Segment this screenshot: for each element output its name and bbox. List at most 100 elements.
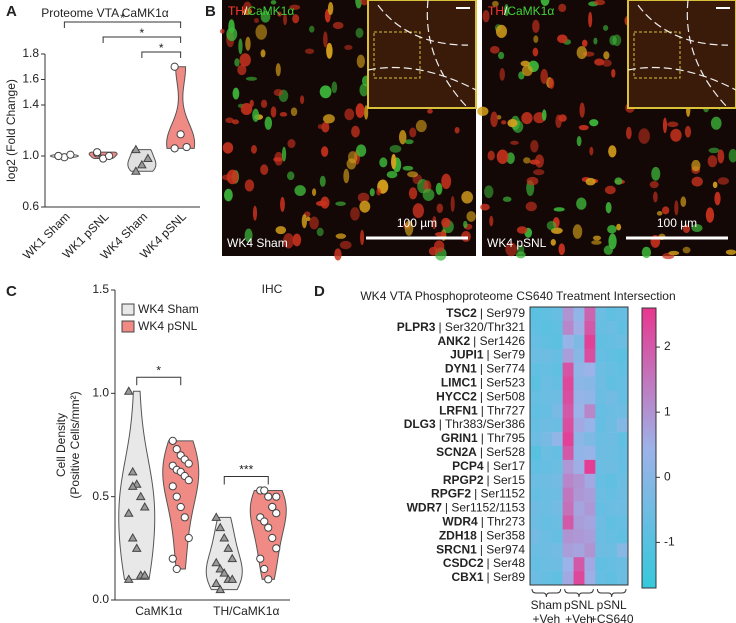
cell bbox=[591, 240, 602, 245]
heatmap-cell bbox=[530, 320, 542, 336]
data-point bbox=[172, 564, 181, 574]
data-point bbox=[264, 523, 273, 532]
data-point bbox=[54, 151, 63, 161]
heatmap-cell bbox=[562, 515, 574, 530]
heatmap-cell bbox=[530, 515, 542, 530]
cell bbox=[626, 126, 632, 140]
cell bbox=[463, 220, 468, 229]
heatmap-cell bbox=[540, 529, 553, 544]
cell bbox=[427, 108, 433, 114]
group-label: pSNL bbox=[564, 598, 594, 612]
site-name: | Ser974 bbox=[480, 542, 525, 556]
cell bbox=[667, 121, 679, 128]
heatmap-cell bbox=[530, 487, 542, 502]
image-label: WK4 pSNL bbox=[487, 236, 547, 250]
chart-title: Proteome VTA CaMK1α bbox=[41, 6, 168, 20]
significance-bracket bbox=[136, 376, 182, 386]
cell bbox=[283, 13, 288, 26]
heatmap-cell bbox=[617, 571, 629, 586]
heatmap-cell bbox=[606, 543, 618, 558]
heatmap-cell bbox=[540, 334, 553, 349]
heatmap-cell bbox=[530, 473, 542, 488]
cell bbox=[219, 28, 225, 34]
heatmap-cell bbox=[562, 543, 574, 558]
cell bbox=[360, 0, 369, 6]
y-tick-label: 1.0 bbox=[92, 386, 109, 400]
heatmap-cell bbox=[584, 529, 596, 544]
heatmap-cell bbox=[573, 571, 585, 586]
cell bbox=[254, 18, 259, 24]
heatmap-cell bbox=[562, 557, 574, 572]
data-point bbox=[211, 578, 222, 587]
site-name: | Thr727 bbox=[481, 403, 526, 417]
heatmap-cell bbox=[551, 473, 563, 488]
cell bbox=[505, 242, 518, 257]
heatmap-cell bbox=[551, 501, 563, 516]
heatmap-cell bbox=[530, 418, 542, 433]
cell bbox=[344, 108, 355, 121]
cell bbox=[466, 211, 476, 222]
panel-letter: C bbox=[6, 283, 17, 300]
cell bbox=[311, 188, 317, 197]
cell bbox=[283, 233, 295, 249]
cell bbox=[576, 197, 587, 210]
heatmap-cell bbox=[562, 459, 574, 475]
heatmap-cell bbox=[562, 487, 574, 502]
site-name: | Ser774 bbox=[480, 362, 525, 376]
heatmap-cell bbox=[551, 320, 563, 336]
heatmap-cell bbox=[617, 557, 629, 572]
cell bbox=[526, 176, 539, 186]
gene-name: PCP4 bbox=[452, 459, 484, 473]
legend-label: WK4 pSNL bbox=[138, 319, 198, 333]
heatmap-cell bbox=[551, 557, 563, 572]
data-point bbox=[127, 481, 138, 490]
heatmap-cell bbox=[595, 418, 607, 433]
data-point bbox=[123, 574, 134, 583]
cell bbox=[226, 27, 238, 42]
gene-name: TSC2 bbox=[446, 306, 477, 320]
heatmap-cell bbox=[540, 557, 553, 572]
panel-letter: A bbox=[6, 3, 17, 20]
cell bbox=[238, 38, 243, 55]
heatmap-cell bbox=[540, 404, 553, 419]
cell bbox=[252, 205, 258, 221]
heatmap-cell bbox=[540, 348, 553, 363]
stain-label: TH/CaMK1α bbox=[488, 4, 554, 18]
heatmap-cell bbox=[562, 348, 574, 363]
colorbar bbox=[641, 307, 657, 589]
heatmap-cell bbox=[562, 446, 574, 461]
cell bbox=[602, 59, 612, 67]
cell bbox=[407, 171, 419, 178]
heatmap-cell bbox=[540, 418, 553, 433]
heatmap-cell bbox=[573, 432, 585, 447]
cell bbox=[432, 215, 437, 230]
gene-name: CBX1 bbox=[452, 570, 484, 584]
data-point bbox=[123, 386, 134, 395]
data-point bbox=[168, 482, 177, 491]
cell bbox=[245, 36, 251, 51]
cell bbox=[534, 154, 545, 168]
heatmap-cell bbox=[595, 376, 607, 391]
cell bbox=[684, 125, 692, 138]
cell bbox=[327, 1, 334, 16]
site-name: | Ser1152 bbox=[474, 487, 525, 501]
y-axis-label: log2 (Fold Change) bbox=[4, 79, 18, 182]
significance-bracket bbox=[63, 21, 182, 28]
cell bbox=[668, 250, 680, 256]
heatmap-cell bbox=[584, 320, 596, 336]
cell bbox=[649, 181, 659, 189]
heatmap-cell bbox=[551, 487, 563, 502]
heatmap-cell bbox=[573, 320, 585, 336]
data-point bbox=[182, 142, 191, 152]
heatmap-cell bbox=[606, 515, 618, 530]
gene-name: RPGP2 bbox=[443, 473, 484, 487]
scale-bar-label: 100 µm bbox=[657, 216, 697, 230]
heatmap-cell bbox=[584, 557, 596, 572]
data-point bbox=[223, 543, 234, 552]
heatmap-cell bbox=[595, 571, 607, 586]
cell bbox=[286, 171, 295, 181]
legend-label: WK4 Sham bbox=[138, 302, 199, 316]
cell bbox=[273, 157, 283, 162]
gene-name: JUPI1 bbox=[450, 348, 484, 362]
heatmap-cell bbox=[540, 307, 553, 322]
